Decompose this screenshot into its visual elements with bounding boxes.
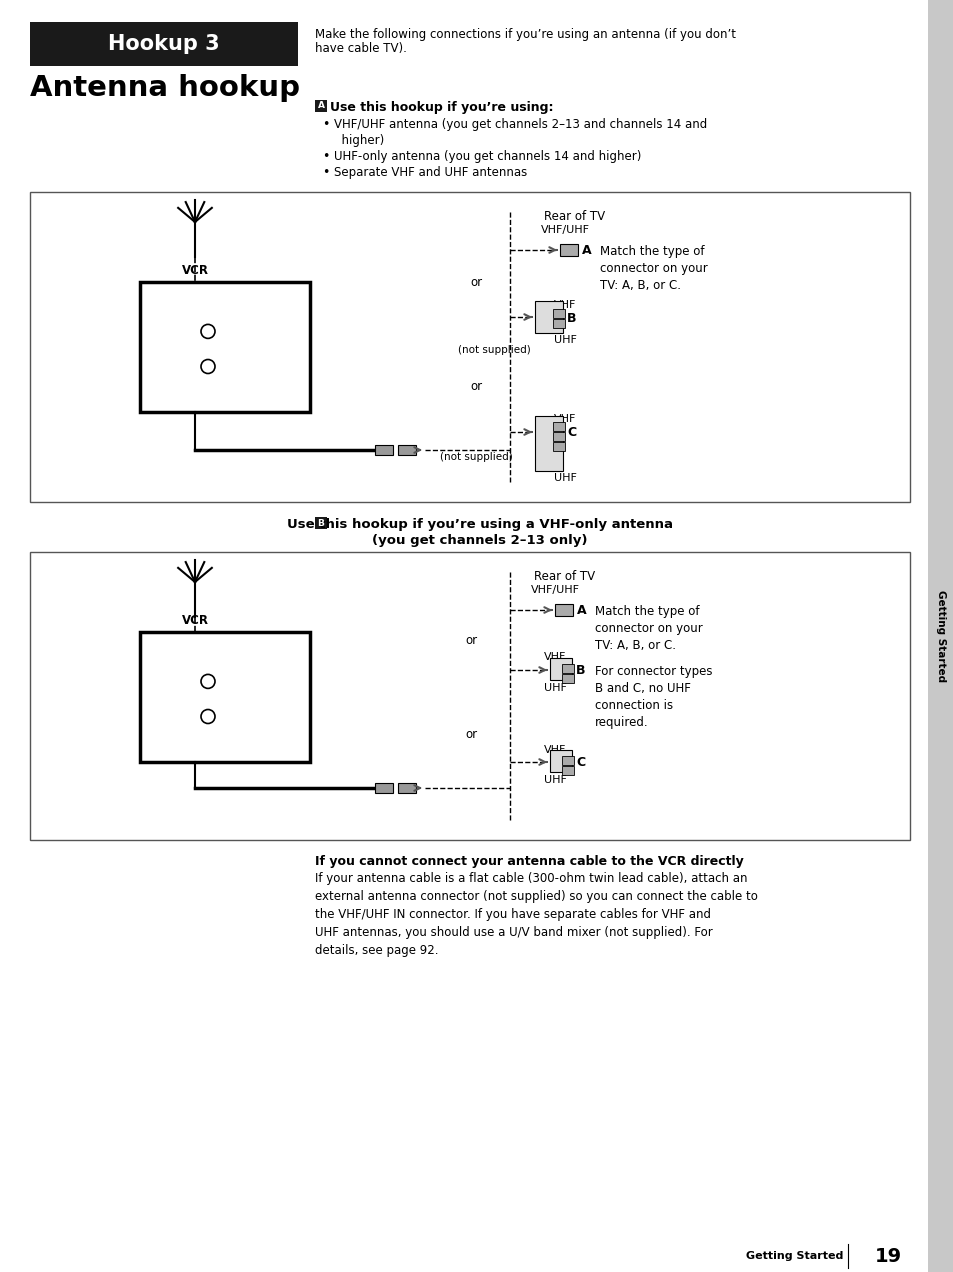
Text: For connector types
B and C, no UHF
connection is
required.: For connector types B and C, no UHF conn… (595, 665, 712, 729)
Text: Make the following connections if you’re using an antenna (if you don’t: Make the following connections if you’re… (314, 28, 735, 41)
Text: have cable TV).: have cable TV). (314, 42, 406, 55)
Text: VHF: VHF (543, 653, 565, 661)
Circle shape (201, 674, 214, 688)
Bar (927, 0, 953, 1272)
Bar (553, 309, 564, 318)
Text: VHF: VHF (543, 745, 565, 756)
Bar (30, 22, 297, 66)
Text: UHF-only antenna (you get channels 14 and higher): UHF-only antenna (you get channels 14 an… (334, 150, 640, 163)
Text: C: C (576, 757, 584, 770)
Text: •: • (322, 167, 329, 179)
Bar (397, 445, 416, 455)
Circle shape (201, 710, 214, 724)
Text: VCR: VCR (181, 265, 209, 277)
Bar (397, 784, 416, 792)
Text: •: • (322, 150, 329, 163)
Circle shape (201, 324, 214, 338)
Text: higher): higher) (334, 134, 384, 148)
Text: A: A (581, 244, 591, 257)
Bar (555, 604, 573, 616)
Text: VHF: VHF (554, 413, 576, 424)
Text: Hookup 3: Hookup 3 (108, 34, 219, 53)
Bar (561, 766, 574, 775)
Text: B: B (566, 312, 576, 324)
Text: Antenna hookup: Antenna hookup (30, 74, 299, 102)
Text: (you get channels 2–13 only): (you get channels 2–13 only) (372, 534, 587, 547)
Bar (553, 422, 564, 431)
Text: Match the type of
connector on your
TV: A, B, or C.: Match the type of connector on your TV: … (599, 245, 707, 293)
Bar (30, 192, 909, 502)
Bar (314, 100, 327, 112)
Text: C: C (566, 426, 576, 440)
Bar (535, 416, 562, 471)
Bar (553, 432, 564, 441)
Text: Use this hookup if you’re using:: Use this hookup if you’re using: (330, 100, 553, 114)
Bar (553, 319, 564, 328)
Text: UHF: UHF (553, 335, 576, 345)
Text: VHF/UHF: VHF/UHF (540, 225, 589, 235)
Bar (561, 756, 574, 764)
Text: A: A (317, 102, 324, 111)
Bar (375, 445, 393, 455)
Text: 19: 19 (874, 1247, 901, 1266)
Text: or: or (464, 729, 476, 742)
Text: Rear of TV: Rear of TV (544, 210, 605, 223)
Text: Separate VHF and UHF antennas: Separate VHF and UHF antennas (334, 167, 527, 179)
Text: B: B (317, 519, 324, 528)
Text: If your antenna cable is a flat cable (300-ohm twin lead cable), attach an
exter: If your antenna cable is a flat cable (3… (314, 873, 757, 957)
Text: (not supplied): (not supplied) (457, 345, 530, 355)
Bar (314, 516, 327, 529)
Text: UHF: UHF (553, 473, 576, 483)
Bar (561, 664, 574, 673)
Text: VCR: VCR (181, 614, 209, 627)
Text: Use this hookup if you’re using a VHF-only antenna: Use this hookup if you’re using a VHF-on… (287, 518, 672, 530)
Text: or: or (464, 633, 476, 646)
Bar (550, 658, 572, 681)
Bar (561, 674, 574, 683)
Text: or: or (470, 380, 481, 393)
Text: UHF: UHF (543, 683, 566, 693)
Circle shape (201, 360, 214, 374)
Text: Getting Started: Getting Started (935, 590, 945, 682)
Bar (140, 282, 310, 412)
Text: VHF: VHF (554, 300, 576, 310)
Bar (375, 784, 393, 792)
Text: (not supplied): (not supplied) (439, 452, 512, 462)
Text: Rear of TV: Rear of TV (534, 570, 595, 583)
Text: Match the type of
connector on your
TV: A, B, or C.: Match the type of connector on your TV: … (595, 605, 702, 653)
Bar (559, 244, 578, 256)
Text: Getting Started: Getting Started (745, 1250, 842, 1261)
Bar (30, 552, 909, 840)
Text: B: B (576, 664, 585, 678)
Bar (140, 632, 310, 762)
Text: If you cannot connect your antenna cable to the VCR directly: If you cannot connect your antenna cable… (314, 855, 743, 868)
Bar (535, 301, 562, 333)
Text: UHF: UHF (543, 775, 566, 785)
Text: VHF/UHF: VHF/UHF (530, 585, 578, 595)
Text: or: or (470, 276, 481, 289)
Bar (550, 750, 572, 772)
Bar (553, 441, 564, 452)
Text: •: • (322, 118, 329, 131)
Text: A: A (577, 604, 586, 617)
Text: VHF/UHF antenna (you get channels 2–13 and channels 14 and: VHF/UHF antenna (you get channels 2–13 a… (334, 118, 706, 131)
